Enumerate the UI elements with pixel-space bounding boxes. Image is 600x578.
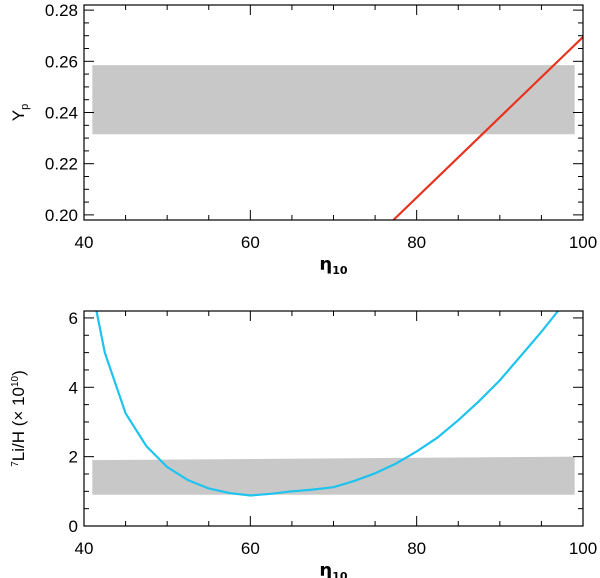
bottom-plot-frame <box>83 310 584 527</box>
bottom-y-axis-label-post: ) <box>9 370 28 376</box>
y-tick-label: 0.20 <box>45 206 78 225</box>
bottom-li-curve <box>95 310 559 497</box>
x-tick-label: 40 <box>75 539 94 558</box>
bottom-x-axis-label-main: η <box>319 560 332 578</box>
bottom-y-axis-label-pre: 7 <box>10 461 21 467</box>
y-tick-label: 0.22 <box>45 155 78 174</box>
x-tick-label: 60 <box>241 233 260 252</box>
top-x-axis-label-sub: 10 <box>332 264 348 277</box>
x-tick-label: 80 <box>407 233 426 252</box>
bottom-y-axis-label-main: Li/H (× 10 <box>9 387 28 461</box>
y-tick-label: 4 <box>69 378 78 397</box>
x-tick-label: 100 <box>569 233 597 252</box>
x-tick-label: 100 <box>569 539 597 558</box>
bottom-x-axis-label-sub: 10 <box>332 570 348 578</box>
top-tick-labels: 40 60 80 100 0.20 0.22 0.24 0.26 0.28 <box>45 1 597 252</box>
y-tick-label: 0.26 <box>45 52 78 71</box>
y-tick-label: 6 <box>69 309 78 328</box>
top-yp-line <box>392 36 584 221</box>
top-panel: 40 60 80 100 0.20 0.22 0.24 0.26 0.28 η10 Yp <box>9 1 597 277</box>
top-axis-ticks <box>83 5 584 220</box>
y-tick-label: 0 <box>69 517 78 536</box>
top-y-axis-label-sub: p <box>19 104 31 110</box>
bottom-observational-band <box>92 456 575 495</box>
top-observational-band <box>92 65 575 135</box>
top-plot-frame <box>83 4 584 221</box>
bottom-tick-labels: 40 60 80 100 0 2 4 6 <box>69 309 598 558</box>
top-x-axis-label-main: η <box>319 254 332 275</box>
bottom-y-axis-label-sup: 10 <box>10 375 21 387</box>
y-tick-label: 0.28 <box>45 1 78 20</box>
top-y-axis-label: Yp <box>9 104 31 121</box>
x-tick-label: 80 <box>407 539 426 558</box>
y-tick-label: 2 <box>69 448 78 467</box>
bottom-y-axis-label: 7Li/H (× 1010) <box>9 370 28 467</box>
y-tick-label: 0.24 <box>45 104 78 123</box>
x-tick-label: 40 <box>75 233 94 252</box>
top-y-axis-label-main: Y <box>9 110 28 121</box>
bottom-x-axis-label: η10 <box>319 560 347 578</box>
top-x-axis-label: η10 <box>319 254 347 277</box>
x-tick-label: 60 <box>241 539 260 558</box>
